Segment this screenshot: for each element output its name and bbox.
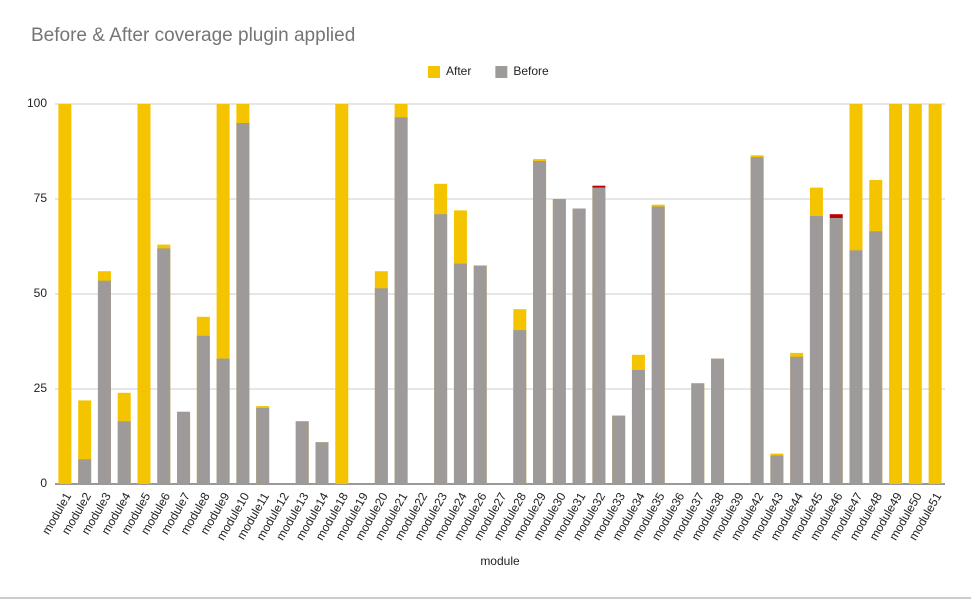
bar-before — [809, 216, 823, 484]
bar-after — [908, 104, 922, 484]
bar-before — [256, 408, 270, 484]
bar-before — [592, 187, 606, 484]
bar-before — [572, 208, 586, 484]
bar-before — [513, 330, 527, 484]
bar-before — [315, 442, 329, 484]
bar-before — [651, 206, 665, 484]
bar-before — [374, 288, 388, 484]
bar-before — [196, 335, 210, 484]
bar-after — [137, 104, 151, 484]
bar-after — [58, 104, 72, 484]
bar-before — [829, 218, 843, 484]
bar-before — [612, 415, 626, 484]
bar-after — [928, 104, 942, 484]
bar-before — [473, 265, 487, 484]
bar-before — [691, 383, 705, 484]
y-tick-label: 50 — [34, 286, 48, 300]
bar-before — [216, 358, 230, 484]
legend-swatch — [495, 66, 508, 78]
bar-before — [711, 358, 725, 484]
y-tick-label: 75 — [34, 191, 48, 205]
bar-before — [157, 248, 171, 484]
bar-before — [394, 117, 408, 485]
bar-before — [770, 455, 784, 484]
y-tick-label: 0 — [40, 476, 47, 490]
bar-before — [849, 250, 863, 484]
legend-label: Before — [513, 64, 549, 78]
x-axis-title: module — [480, 554, 520, 568]
bar-after — [889, 104, 903, 484]
bar-after — [335, 104, 349, 484]
y-tick-label: 25 — [34, 381, 48, 395]
bar-before — [453, 263, 467, 484]
bar-before — [78, 459, 92, 484]
bar-drop — [829, 214, 843, 218]
bar-before — [869, 231, 883, 484]
bar-before — [434, 214, 448, 484]
bar-before — [552, 199, 566, 484]
bar-before — [295, 421, 309, 484]
bar-before — [177, 411, 191, 484]
legend-swatch — [428, 66, 440, 78]
bar-before — [236, 123, 250, 484]
legend-label: After — [446, 64, 471, 78]
y-tick-label: 100 — [27, 96, 47, 110]
chart-title: Before & After coverage plugin applied — [31, 25, 355, 46]
bar-before — [533, 161, 547, 484]
bar-drop — [592, 185, 606, 188]
bar-before — [790, 356, 804, 484]
bar-before — [750, 157, 764, 484]
bar-before — [97, 280, 111, 484]
bar-before — [117, 421, 131, 484]
bar-before — [631, 370, 645, 484]
